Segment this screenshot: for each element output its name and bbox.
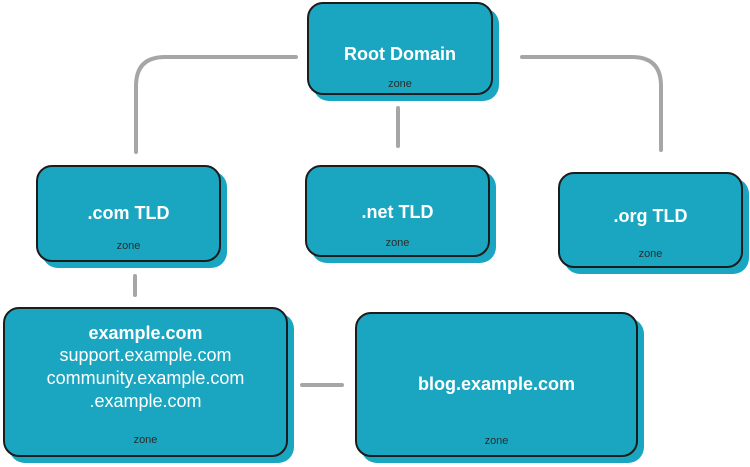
org-tld-title: .org TLD — [613, 206, 688, 226]
org-tld-node: .org TLD zone — [558, 172, 743, 268]
root-domain-node: Root Domain zone — [307, 2, 493, 95]
root-subdomain-label: .example.com — [89, 391, 202, 411]
community-subdomain-label: community.example.com — [46, 368, 245, 388]
connector-root-org — [520, 55, 663, 152]
com-tld-zone-label: zone — [116, 240, 141, 252]
root-domain-title: Root Domain — [344, 44, 456, 64]
support-subdomain-label: support.example.com — [59, 345, 232, 365]
example-com-title: example.com — [88, 323, 203, 343]
blog-zone-node: blog.example.com zone — [355, 312, 638, 457]
connector-root-com — [134, 55, 298, 154]
example-com-zone-label: zone — [133, 434, 158, 446]
org-tld-zone-label: zone — [638, 248, 663, 260]
blog-zone-title: blog.example.com — [417, 374, 576, 394]
net-tld-title: .net TLD — [361, 202, 434, 222]
example-com-zone-node: example.com support.example.com communit… — [3, 307, 288, 457]
net-tld-node: .net TLD zone — [305, 165, 490, 257]
example-com-domain-list: example.com support.example.com communit… — [5, 322, 286, 413]
root-domain-zone-label: zone — [388, 78, 412, 90]
blog-zone-zone-label: zone — [484, 435, 509, 447]
com-tld-node: .com TLD zone — [36, 165, 221, 262]
com-tld-title: .com TLD — [87, 203, 170, 223]
net-tld-zone-label: zone — [385, 237, 410, 249]
